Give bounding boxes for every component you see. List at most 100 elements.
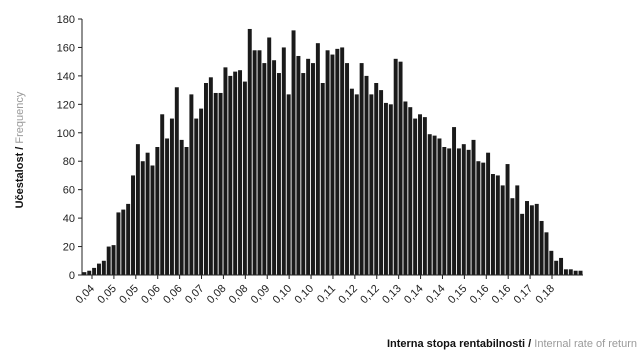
histogram-bar (476, 161, 481, 275)
x-axis-title: Interna stopa rentabilnosti / Internal r… (387, 338, 637, 350)
histogram-bar (296, 55, 301, 276)
x-tick-label: 0,08 (205, 283, 229, 307)
y-tick-label: 180 (57, 14, 75, 26)
x-tick-label: 0,12 (358, 283, 382, 307)
histogram-bar (374, 83, 379, 275)
x-tick-label: 0,14 (402, 283, 426, 307)
histogram-bar (155, 147, 160, 275)
histogram-bar (315, 43, 320, 276)
histogram-bar (466, 149, 471, 275)
x-tick-label: 0,11 (315, 283, 338, 306)
histogram-bar (252, 50, 257, 275)
x-tick-label: 0,10 (293, 283, 317, 307)
histogram-bar (306, 58, 311, 275)
histogram-bar (418, 114, 422, 275)
histogram-bar (490, 174, 495, 275)
histogram-bar (461, 144, 466, 275)
x-tick-label: 0,15 (446, 283, 470, 307)
x-tick-label: 0,09 (249, 283, 273, 307)
y-tick-label: 120 (57, 99, 75, 111)
histogram-bar (92, 267, 97, 275)
histogram-bar (213, 92, 218, 276)
histogram-bar (525, 201, 529, 275)
histogram-bar (568, 269, 573, 275)
histogram-bar (320, 83, 325, 275)
histogram-bar (379, 90, 384, 275)
histogram-bar (101, 260, 106, 275)
histogram-bar (471, 139, 476, 275)
histogram-bar (578, 270, 583, 275)
bars-group (82, 28, 583, 276)
histogram-bar (272, 60, 277, 275)
histogram-bar (563, 269, 568, 275)
histogram-bar (165, 138, 170, 275)
histogram-bar (413, 118, 418, 275)
histogram-bar (179, 139, 184, 275)
x-tick-label: 0,14 (424, 283, 448, 307)
y-tick-label: 0 (69, 270, 75, 282)
x-tick-label: 0,04 (73, 283, 97, 307)
histogram-bar (437, 138, 442, 275)
histogram-bar (106, 246, 111, 275)
x-axis-title-separator: / (525, 338, 535, 350)
histogram-bar (442, 147, 447, 275)
histogram-bar (267, 37, 272, 275)
y-tick-label: 160 (57, 42, 75, 54)
x-tick-label: 0,08 (227, 283, 251, 307)
histogram-bar (573, 270, 578, 275)
histogram-bar (383, 102, 388, 275)
histogram-bar (184, 147, 189, 275)
histogram-bar (301, 73, 306, 275)
histogram-bar (233, 71, 238, 276)
histogram-bar (481, 162, 486, 275)
histogram-bar (520, 213, 525, 275)
histogram-bar (330, 54, 335, 276)
histogram-bar (238, 70, 243, 275)
y-tick-label: 60 (63, 185, 75, 197)
y-tick-label: 80 (63, 156, 75, 168)
histogram-bar (559, 257, 564, 275)
histogram-bar (403, 101, 408, 276)
histogram-bar (354, 94, 359, 275)
histogram-bar (349, 88, 354, 275)
x-tick-label: 0,05 (95, 283, 119, 307)
histogram-bar (135, 144, 140, 275)
histogram-bar (500, 185, 505, 275)
histogram-bar (432, 135, 437, 275)
histogram-bar (116, 212, 121, 275)
histogram-bar (340, 47, 345, 275)
histogram-bar (554, 260, 559, 275)
y-tick-label: 20 (63, 242, 75, 254)
y-tick-label: 140 (57, 71, 75, 83)
histogram-bar (160, 114, 165, 275)
histogram-bar (87, 270, 92, 275)
histogram-bar (111, 245, 116, 275)
x-axis-title-primary: Interna stopa rentabilnosti (386, 338, 526, 350)
y-tick-label: 100 (57, 128, 75, 140)
histogram-bar (486, 152, 491, 275)
histogram-bar (291, 30, 296, 275)
x-tick-label: 0,12 (336, 283, 360, 307)
x-tick-label: 0,17 (512, 283, 536, 307)
y-tick-label: 40 (63, 213, 75, 225)
histogram-bar (369, 94, 374, 275)
histogram-bar (199, 108, 204, 275)
histogram-bar (427, 134, 432, 275)
histogram-bar (398, 61, 403, 275)
x-tick-label: 0,16 (490, 283, 514, 307)
histogram-bar (515, 185, 520, 275)
histogram-bar (529, 205, 534, 275)
histogram-bar (131, 175, 135, 275)
histogram-bar (140, 161, 145, 275)
histogram-bar (189, 94, 194, 275)
histogram-bar (456, 148, 461, 275)
histogram-bar (393, 58, 398, 275)
histogram-bar (262, 63, 267, 276)
histogram-bar (422, 117, 427, 275)
histogram-bar (194, 118, 199, 275)
histogram-bar (325, 50, 330, 275)
histogram-bar (335, 48, 340, 276)
x-tick-label: 0,06 (139, 283, 163, 307)
histogram-bar (447, 148, 452, 275)
